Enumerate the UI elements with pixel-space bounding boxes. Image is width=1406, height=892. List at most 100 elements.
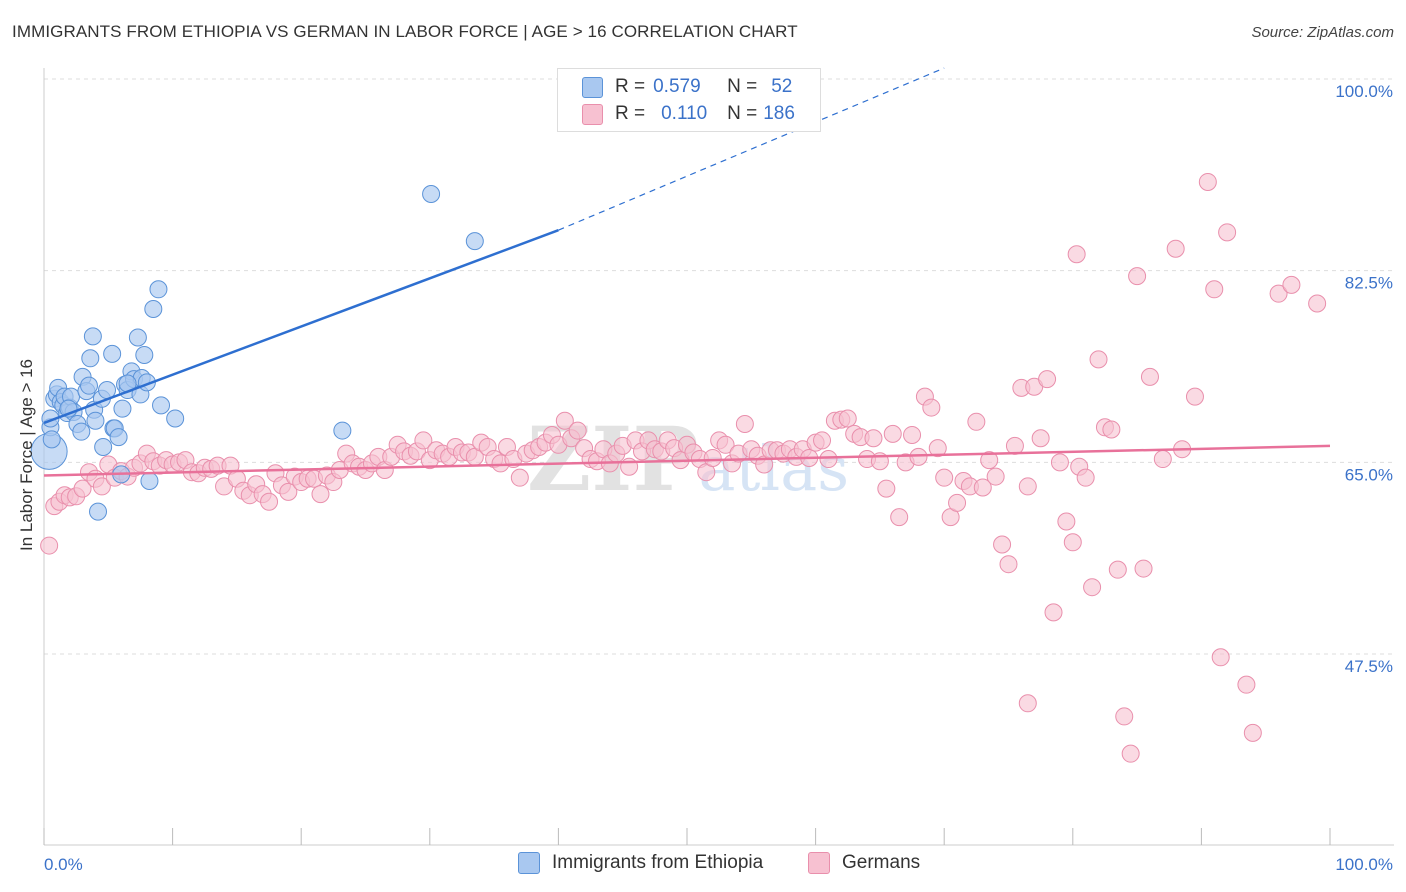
legend-item-germans[interactable]: Germans [808,852,920,874]
chart-title: IMMIGRANTS FROM ETHIOPIA VS GERMAN IN LA… [12,22,798,41]
ethiopia-point [422,185,441,203]
germans-point [928,439,947,458]
germans-point [555,411,574,430]
grid-lines [44,78,1394,655]
germans-point [414,431,433,450]
ethiopia-point [94,438,113,456]
germans-point [1050,453,1069,472]
tick-labels: 47.5% 65.0% 82.5% 100.0% 0.0% 100.0% [44,82,1393,874]
legend-n-label: N = [727,76,758,97]
germans-point [967,412,986,431]
germans-point [1140,367,1159,386]
ethiopia-point [109,428,128,447]
legend-n-value: 52 [771,76,793,97]
legend-swatch-blue [518,852,540,874]
germans-point [1243,723,1262,742]
ethiopia-point [81,349,100,368]
ethiopia-point [80,376,99,395]
legend-r-value: 0.110 [661,103,708,124]
germans-point [922,398,941,417]
ethiopia-point [113,399,132,418]
ethiopia-point [152,396,171,415]
germans-point [260,492,279,511]
legend-item-label: Immigrants from Ethiopia [552,852,764,873]
ethiopia-point [465,232,484,251]
germans-point [1089,350,1108,369]
germans-point [1044,603,1063,622]
ethiopia-point [333,421,352,440]
germans-point [948,493,967,512]
legend-swatch-pink [582,103,603,125]
germans-point [1166,239,1185,258]
germans-point [993,535,1012,554]
germans-point [1269,284,1288,303]
y-axis-label: In Labor Force | Age > 16 [17,359,36,551]
legend-item-label: Germans [842,852,921,873]
germans-point [1038,370,1057,389]
germans-point [40,536,59,555]
ethiopia-point [144,300,163,318]
germans-point [1031,429,1050,448]
germans-point [1063,533,1082,552]
germans-point [1282,275,1301,294]
germans-point [980,451,999,470]
germans-point [999,555,1018,574]
germans-point [568,421,587,440]
correlation-legend: R = 0.579 N = 52 R = 0.110 N = 186 [557,68,821,132]
ethiopia-point [89,502,108,521]
germans-point [716,435,735,454]
ethiopia-point [135,346,154,364]
ethiopia-trend-extension [558,67,945,231]
germans-point [1102,420,1121,439]
germans-point [703,448,722,467]
germans-point [279,482,298,501]
germans-point [1198,172,1217,191]
germans-point [986,467,1005,486]
x-tick-label: 100.0% [1335,855,1393,874]
germans-point [1121,744,1140,763]
germans-point [1218,223,1237,242]
germans-point [1237,675,1256,694]
germans-point [1018,694,1037,713]
ethiopia-point [103,344,122,363]
germans-point [890,508,909,527]
germans-point [1128,267,1147,286]
germans-point [1134,559,1153,578]
germans-point [1108,560,1127,579]
ethiopia-trend-line [43,228,559,425]
germans-point [909,447,928,466]
x-tick-label: 0.0% [44,855,83,874]
ethiopia-point [86,411,105,430]
germans-point [864,429,883,448]
ethiopia-point [149,280,168,299]
germans-point [883,424,902,443]
germans-point [1018,477,1037,496]
legend-r-label: R = [615,103,646,124]
ethiopia-point [140,471,159,490]
germans-point [973,478,992,497]
germans-point [903,425,922,444]
germans-points [40,172,1327,763]
germans-point [935,468,954,487]
germans-point [510,468,529,487]
ethiopia-point [83,327,102,346]
germans-point [1076,468,1095,487]
series-legend: Immigrants from Ethiopia Germans [0,852,1406,878]
germans-point [1057,512,1076,531]
y-tick-label: 65.0% [1345,465,1393,484]
y-tick-label: 82.5% [1345,274,1393,293]
germans-trend-line [43,444,1331,477]
ethiopia-points [30,185,484,521]
germans-point [1115,707,1134,726]
germans-point [813,431,832,450]
trend-lines [43,67,1331,477]
germans-point [1308,294,1327,313]
legend-n-value: 186 [763,103,795,124]
germans-point [1067,245,1086,264]
legend-item-ethiopia[interactable]: Immigrants from Ethiopia [518,852,763,874]
ethiopia-point [72,422,91,441]
germans-point [838,409,857,428]
germans-point [877,479,896,498]
ethiopia-point [166,409,185,428]
